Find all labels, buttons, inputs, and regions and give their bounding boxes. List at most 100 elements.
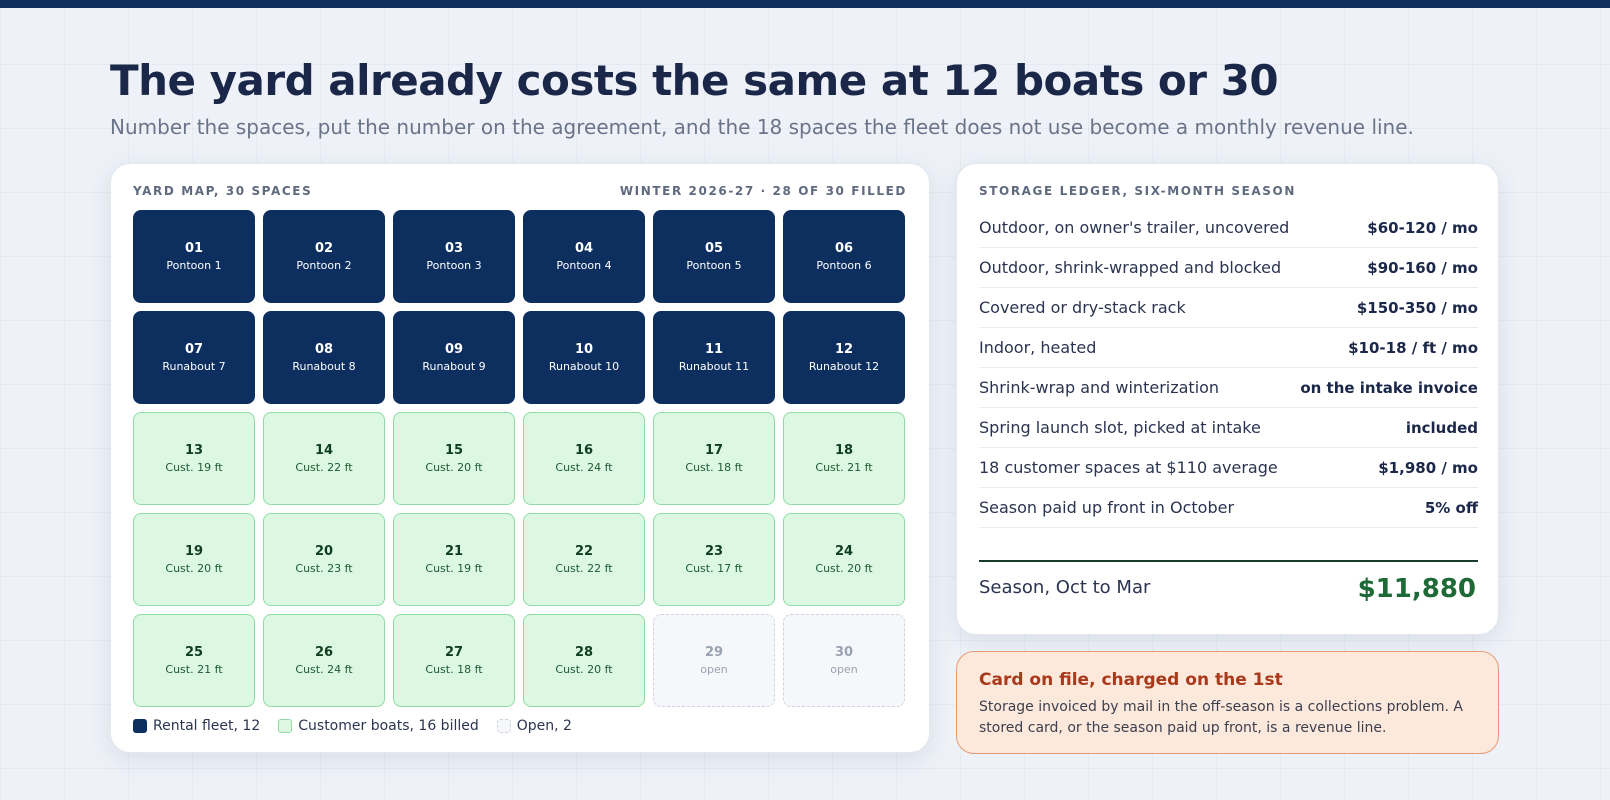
yard-space-05[interactable]: 05 Pontoon 5 xyxy=(653,210,775,303)
space-number: 29 xyxy=(704,645,724,660)
space-label: Pontoon 5 xyxy=(686,259,742,272)
space-number: 11 xyxy=(704,342,724,357)
ledger-row: Covered or dry-stack rack $150-350 / mo xyxy=(979,288,1478,328)
ledger-row-value: 5% off xyxy=(1424,498,1478,517)
space-number: 12 xyxy=(834,342,854,357)
yard-space-09[interactable]: 09 Runabout 9 xyxy=(393,311,515,404)
legend-open-swatch xyxy=(496,719,511,733)
space-label: Pontoon 3 xyxy=(426,259,482,272)
space-label: Cust. 18 ft xyxy=(685,461,743,474)
yard-space-23[interactable]: 23 Cust. 17 ft xyxy=(653,513,775,606)
yard-space-12[interactable]: 12 Runabout 12 xyxy=(783,311,905,404)
space-label: Cust. 17 ft xyxy=(685,562,743,575)
ledger-row-label: Shrink-wrap and winterization xyxy=(979,378,1220,397)
yard-space-26[interactable]: 26 Cust. 24 ft xyxy=(263,614,385,707)
space-number: 26 xyxy=(314,645,334,660)
yard-space-22[interactable]: 22 Cust. 22 ft xyxy=(523,513,645,606)
ledger-row-value: included xyxy=(1405,418,1478,437)
ledger-row: 18 customer spaces at $110 average $1,980… xyxy=(979,448,1478,488)
yard-space-03[interactable]: 03 Pontoon 3 xyxy=(393,210,515,303)
ledger-row-value: $60-120 / mo xyxy=(1367,218,1478,237)
yard-space-27[interactable]: 27 Cust. 18 ft xyxy=(393,614,515,707)
ledger-row: Outdoor, shrink-wrapped and blocked $90-1… xyxy=(979,248,1478,288)
ledger-row-value: $1,980 / mo xyxy=(1378,458,1478,477)
yard-space-13[interactable]: 13 Cust. 19 ft xyxy=(133,412,255,505)
ledger-row: Spring launch slot, picked at intake incl… xyxy=(979,408,1478,448)
ledger-total-value: $11,880 xyxy=(1357,574,1476,604)
page-title: The yard already costs the same at 12 bo… xyxy=(110,56,1279,105)
yard-space-18[interactable]: 18 Cust. 21 ft xyxy=(783,412,905,505)
ledger-row: Season paid up front in October 5% off xyxy=(979,488,1478,528)
space-number: 03 xyxy=(444,241,464,256)
yard-space-02[interactable]: 02 Pontoon 2 xyxy=(263,210,385,303)
space-number: 01 xyxy=(184,241,204,256)
space-label: Pontoon 1 xyxy=(166,259,222,272)
yard-space-10[interactable]: 10 Runabout 10 xyxy=(523,311,645,404)
yard-space-25[interactable]: 25 Cust. 21 ft xyxy=(133,614,255,707)
space-label: Cust. 20 ft xyxy=(555,663,613,676)
yard-space-14[interactable]: 14 Cust. 22 ft xyxy=(263,412,385,505)
space-label: Runabout 12 xyxy=(808,360,880,373)
yard-space-11[interactable]: 11 Runabout 11 xyxy=(653,311,775,404)
top-accent-bar xyxy=(0,0,1610,8)
yard-map-status: WINTER 2026-27 · 28 OF 30 FILLED xyxy=(619,184,907,198)
ledger-row-label: Outdoor, on owner's trailer, uncovered xyxy=(979,218,1290,237)
space-label: Pontoon 2 xyxy=(296,259,352,272)
space-number: 24 xyxy=(834,544,854,559)
yard-space-16[interactable]: 16 Cust. 24 ft xyxy=(523,412,645,505)
yard-space-17[interactable]: 17 Cust. 18 ft xyxy=(653,412,775,505)
legend-fleet-label: Rental fleet, 12 xyxy=(153,718,261,734)
ledger-row-label: 18 customer spaces at $110 average xyxy=(979,458,1278,477)
space-number: 10 xyxy=(574,342,594,357)
space-label: Cust. 22 ft xyxy=(555,562,613,575)
space-number: 25 xyxy=(184,645,204,660)
space-label: Cust. 21 ft xyxy=(165,663,223,676)
space-number: 13 xyxy=(184,443,204,458)
space-label: Cust. 24 ft xyxy=(295,663,353,676)
ledger-row-value: on the intake invoice xyxy=(1300,378,1478,397)
space-number: 08 xyxy=(314,342,334,357)
space-label: Cust. 19 ft xyxy=(165,461,223,474)
legend-customer-swatch xyxy=(278,719,293,733)
space-number: 23 xyxy=(704,544,724,559)
legend-customer: Customer boats, 16 billed xyxy=(278,718,479,734)
space-number: 20 xyxy=(314,544,334,559)
space-number: 09 xyxy=(444,342,464,357)
space-number: 14 xyxy=(314,443,334,458)
space-number: 05 xyxy=(704,241,724,256)
yard-space-21[interactable]: 21 Cust. 19 ft xyxy=(393,513,515,606)
legend-customer-label: Customer boats, 16 billed xyxy=(298,718,479,734)
space-number: 21 xyxy=(444,544,464,559)
space-number: 27 xyxy=(444,645,464,660)
storage-ledger-card: STORAGE LEDGER, SIX-MONTH SEASON Outdoor… xyxy=(956,163,1499,635)
space-number: 06 xyxy=(834,241,854,256)
yard-space-07[interactable]: 07 Runabout 7 xyxy=(133,311,255,404)
yard-space-30[interactable]: 30 open xyxy=(783,614,905,707)
yard-space-20[interactable]: 20 Cust. 23 ft xyxy=(263,513,385,606)
yard-space-04[interactable]: 04 Pontoon 4 xyxy=(523,210,645,303)
ledger-rows: Outdoor, on owner's trailer, uncovered $6… xyxy=(979,208,1478,528)
space-label: Cust. 21 ft xyxy=(815,461,873,474)
ledger-row-value: $90-160 / mo xyxy=(1367,258,1478,277)
yard-space-01[interactable]: 01 Pontoon 1 xyxy=(133,210,255,303)
space-label: Runabout 11 xyxy=(678,360,750,373)
yard-map-card: YARD MAP, 30 SPACES WINTER 2026-27 · 28 … xyxy=(110,163,930,753)
ledger-row: Shrink-wrap and winterization on the inta… xyxy=(979,368,1478,408)
space-number: 02 xyxy=(314,241,334,256)
space-number: 04 xyxy=(574,241,594,256)
space-label: Cust. 20 ft xyxy=(165,562,223,575)
yard-space-29[interactable]: 29 open xyxy=(653,614,775,707)
yard-space-24[interactable]: 24 Cust. 20 ft xyxy=(783,513,905,606)
ledger-total-label: Season, Oct to Mar xyxy=(979,577,1151,598)
ledger-total-rule xyxy=(979,560,1478,562)
space-number: 07 xyxy=(184,342,204,357)
ledger-heading: STORAGE LEDGER, SIX-MONTH SEASON xyxy=(979,184,1296,198)
space-label: Runabout 7 xyxy=(162,360,226,373)
yard-space-15[interactable]: 15 Cust. 20 ft xyxy=(393,412,515,505)
ledger-row-label: Indoor, heated xyxy=(979,338,1097,357)
yard-space-19[interactable]: 19 Cust. 20 ft xyxy=(133,513,255,606)
ledger-row: Indoor, heated $10-18 / ft / mo xyxy=(979,328,1478,368)
yard-space-28[interactable]: 28 Cust. 20 ft xyxy=(523,614,645,707)
yard-space-08[interactable]: 08 Runabout 8 xyxy=(263,311,385,404)
yard-space-06[interactable]: 06 Pontoon 6 xyxy=(783,210,905,303)
